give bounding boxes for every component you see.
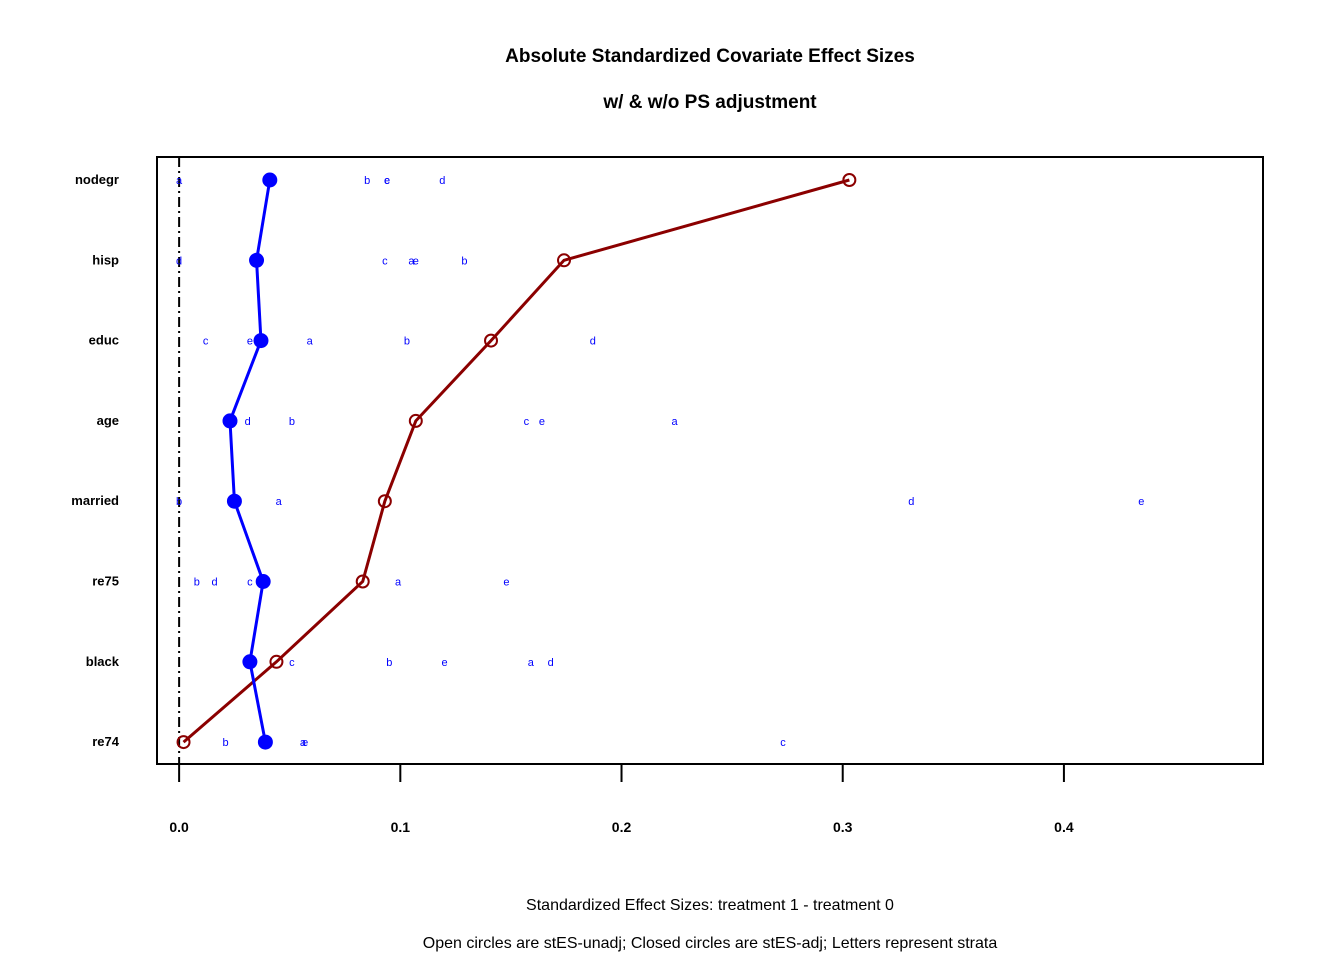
unadjusted-point-re75 (355, 574, 370, 589)
strata-letter-re75: c (247, 577, 253, 589)
x-tick-label: 0.2 (612, 819, 632, 835)
strata-letter-nodegr: d (439, 175, 445, 187)
x-tick-label: 0.3 (833, 819, 853, 835)
strata-letter-married: a (276, 496, 283, 508)
adjusted-point-re74 (257, 734, 273, 750)
unadjusted-point-black (269, 654, 284, 669)
strata-letter-re74: a (300, 737, 307, 749)
y-tick-label-educ: educ (89, 333, 119, 348)
strata-letter-black: d (548, 657, 554, 669)
strata-letter-re75: b (194, 577, 200, 589)
unadjusted-point-hisp (557, 253, 572, 268)
chart-subtitle: w/ & w/o PS adjustment (602, 92, 817, 113)
y-tick-label-re74: re74 (92, 734, 120, 749)
strata-letter-hisp: b (461, 255, 467, 267)
strata-letter-educ: c (203, 336, 209, 348)
adjusted-series-line (228, 179, 272, 743)
strata-letter-age: d (245, 416, 251, 428)
strata-letter-married: e (1138, 496, 1144, 508)
chart-footnote: Open circles are stES-unadj; Closed circ… (423, 935, 998, 952)
unadjusted-point-married (377, 494, 392, 509)
strata-letter-age: c (524, 416, 530, 428)
unadjusted-point-re74 (176, 735, 191, 750)
strata-letter-married: b (176, 496, 182, 508)
unadjusted-point-age (408, 413, 423, 428)
adjusted-point-educ (253, 333, 269, 349)
strata-letter-hisp: d (176, 255, 182, 267)
strata-letter-age: b (289, 416, 295, 428)
adjusted-point-black (242, 654, 258, 670)
y-tick-label-nodegr: nodegr (75, 172, 119, 187)
strata-letter-nodegr: a (176, 175, 183, 187)
strata-letter-hisp: a (408, 255, 415, 267)
y-tick-label-black: black (86, 654, 120, 669)
y-tick-label-hisp: hisp (92, 252, 119, 267)
x-tick-label: 0.0 (169, 819, 189, 835)
strata-letter-re74: b (223, 737, 229, 749)
strata-letter-educ: d (590, 336, 596, 348)
strata-letter-black: b (386, 657, 392, 669)
strata-letter-black: e (441, 657, 447, 669)
chart-title: Absolute Standardized Covariate Effect S… (505, 46, 915, 67)
adjusted-point-age (222, 413, 238, 429)
strata-letter-educ: b (404, 336, 410, 348)
adjusted-point-nodegr (262, 172, 278, 188)
strata-letter-age: a (672, 416, 679, 428)
strata-letter-re75: a (395, 577, 402, 589)
strata-letter-black: c (289, 657, 295, 669)
unadjusted-point-nodegr (842, 173, 857, 187)
y-tick-label-re75: re75 (92, 574, 119, 589)
strata-letter-re75: d (211, 577, 217, 589)
strata-letter-re74: e (302, 737, 308, 749)
strata-letter-re74: c (780, 737, 786, 749)
adjusted-point-re75 (255, 574, 271, 589)
strata-letter-nodegr: b (364, 175, 370, 187)
strata-letter-nodegr: e (384, 175, 390, 187)
strata-letter-married: d (908, 496, 914, 508)
y-tick-label-age: age (97, 413, 119, 428)
strata-letter-educ: e (247, 336, 253, 348)
adjusted-point-hisp (249, 252, 265, 268)
unadjusted-point-educ (484, 333, 499, 348)
plot-layer: 0.0 0.1 0.2 0.3 0.4 nodegr hisp educ age married r… (71, 157, 1144, 835)
strata-letter-hisp: e (413, 255, 419, 267)
strata-letter-hisp: c (382, 255, 388, 267)
strata-letter-educ: a (307, 336, 314, 348)
x-axis-label: Standardized Effect Sizes: treatment 1 -… (526, 897, 894, 914)
x-tick-label: 0.1 (391, 819, 411, 835)
strata-letter-age: e (539, 416, 545, 428)
strata-letter-black: a (528, 657, 535, 669)
strata-letter-nodegr: c (384, 175, 390, 187)
unadjusted-series-line (182, 178, 850, 744)
strata-letter-re75: e (503, 577, 509, 589)
x-tick-label: 0.4 (1054, 819, 1074, 835)
adjusted-point-married (226, 493, 242, 509)
plot-frame (156, 156, 1264, 765)
y-tick-label-married: married (71, 493, 119, 508)
